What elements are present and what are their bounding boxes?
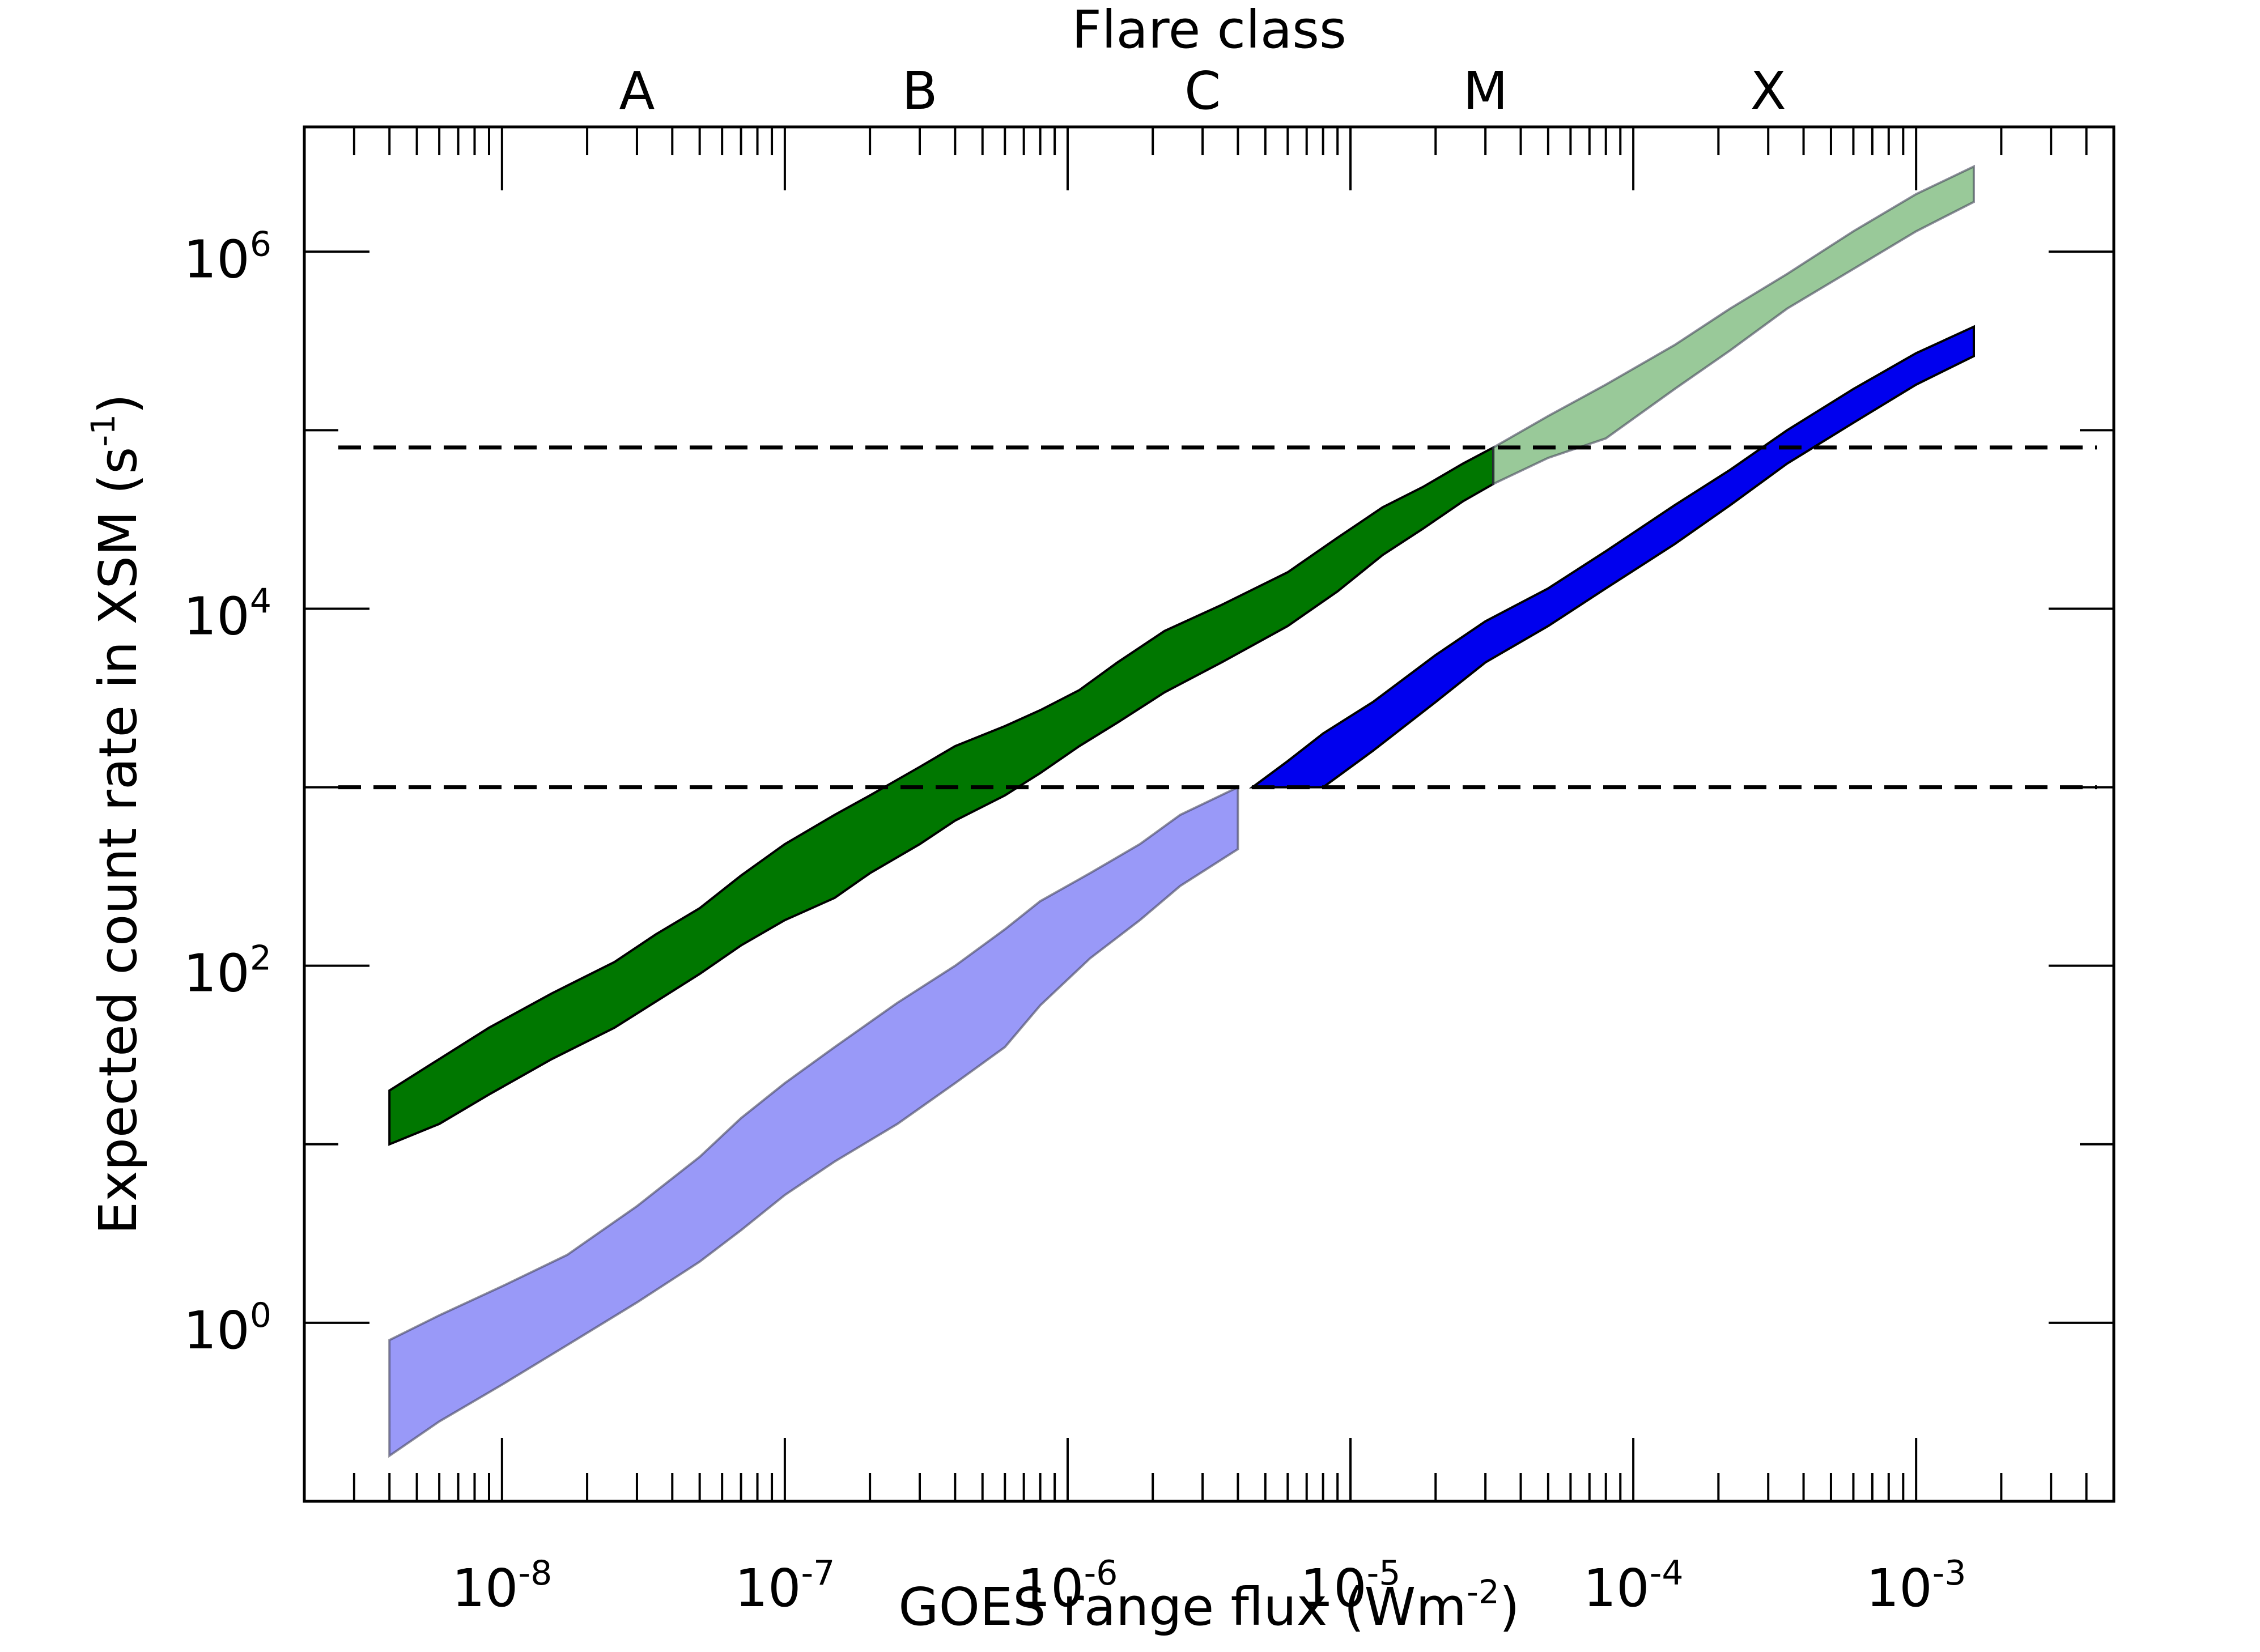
x-tick-label: 10-7 xyxy=(734,1553,835,1619)
y-tick-label-base: 10 xyxy=(184,1300,250,1361)
x-tick-label: 10-6 xyxy=(1018,1553,1118,1619)
y-tick-label: 104 xyxy=(184,581,271,646)
x-tick-label-base: 10 xyxy=(1018,1558,1084,1619)
x-tick-label: 10-3 xyxy=(1866,1553,1966,1619)
data-bands xyxy=(388,164,1975,1458)
band-2 xyxy=(388,785,1239,1458)
y-tick-label: 106 xyxy=(184,224,271,289)
x-tick-label-exp: -8 xyxy=(518,1553,552,1593)
x-tick-label-exp: -4 xyxy=(1650,1553,1684,1593)
flare-class-label-A: A xyxy=(619,61,655,121)
y-tick-label-exp: 4 xyxy=(250,581,271,621)
x-tick-label-base: 10 xyxy=(734,1558,801,1619)
x-tick-label-exp: -3 xyxy=(1932,1553,1966,1593)
x-tick-label: 10-4 xyxy=(1583,1553,1684,1619)
x-tick-label-base: 10 xyxy=(1301,1558,1367,1619)
x-tick-label-base: 10 xyxy=(1866,1558,1932,1619)
x-axis-title-main: GOES range flux (Wm xyxy=(898,1577,1467,1637)
x-tick-label-exp: -7 xyxy=(801,1553,835,1593)
threshold-lines xyxy=(338,445,2097,790)
y-tick-label-exp: 2 xyxy=(250,939,271,978)
y-tick-label: 102 xyxy=(184,939,271,1004)
x-tick-label-exp: -6 xyxy=(1084,1553,1118,1593)
y-tick-label-exp: 6 xyxy=(250,224,271,264)
x-axis-title: GOES range flux (Wm-2) xyxy=(898,1573,1519,1637)
y-axis-title: Expected count rate in XSM (s-1) xyxy=(84,394,148,1234)
x-tick-label-exp: -5 xyxy=(1367,1553,1401,1593)
flare-class-label-X: X xyxy=(1751,61,1786,121)
y-tick-label-exp: 0 xyxy=(250,1296,271,1335)
y-tick-label-base: 10 xyxy=(184,229,250,289)
band-1 xyxy=(1492,164,1975,486)
plot-frame xyxy=(303,125,2115,1503)
y-axis-title-main: Expected count rate in XSM (s xyxy=(88,447,148,1234)
x-tick-label-base: 10 xyxy=(1583,1558,1650,1619)
y-tick-label-base: 10 xyxy=(184,943,250,1004)
x-tick-label: 10-5 xyxy=(1301,1553,1401,1619)
flare-class-label-C: C xyxy=(1184,61,1221,121)
y-tick-label-base: 10 xyxy=(184,586,250,646)
flare-class-label-B: B xyxy=(902,61,937,121)
y-axis-title-suffix: ) xyxy=(88,394,148,414)
x-axis-title-suffix: ) xyxy=(1499,1577,1520,1637)
y-tick-label: 100 xyxy=(184,1296,271,1361)
band-3 xyxy=(1248,325,1975,789)
x-tick-label: 10-8 xyxy=(452,1553,552,1619)
x-axis-title-sup: -2 xyxy=(1467,1573,1499,1611)
y-axis-title-sup: -1 xyxy=(84,414,122,447)
top-axis-title: Flare class xyxy=(1072,0,1346,60)
x-tick-label-base: 10 xyxy=(452,1558,518,1619)
flare-class-label-M: M xyxy=(1463,61,1507,121)
